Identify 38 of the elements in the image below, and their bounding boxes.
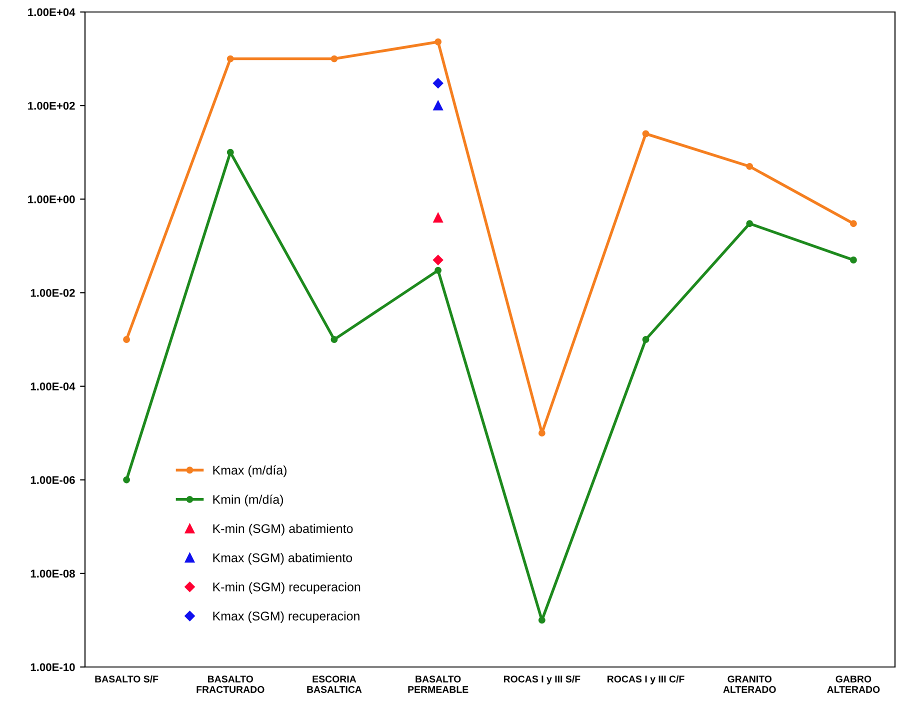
point [330, 336, 338, 343]
x-tick-label: GRANITO ALTERADO [723, 676, 776, 693]
legend-label: Kmax (SGM) abatimiento [213, 553, 352, 565]
point [642, 336, 650, 343]
x-tick-label: BASALTO FRACTURADO [196, 676, 264, 693]
legend-label: K-min (SGM) recuperacion [213, 582, 360, 594]
point [123, 476, 130, 484]
x-tick-label: ESCORIA BASALTICA [307, 676, 362, 693]
x-tick-label: GABRO ALTERADO [827, 676, 880, 693]
x-tick-label: ROCAS I y III S/F [504, 675, 580, 684]
legend-label: Kmax (SGM) recuperacion [213, 611, 360, 623]
point [850, 220, 857, 228]
y-tick-label: 1.00E-06 [30, 476, 75, 484]
y-tick-label: 1.00E+02 [28, 102, 75, 110]
point [850, 256, 857, 264]
legend-label: Kmin (m/día) [213, 494, 284, 506]
y-tick-label: 1.00E-10 [30, 663, 75, 672]
point [642, 130, 650, 138]
point [330, 55, 338, 62]
y-tick-label: 1.00E+04 [28, 8, 76, 16]
point [434, 38, 442, 46]
x-tick-label: ROCAS I y III C/F [608, 675, 684, 684]
x-tick-label: BASALTO S/F [95, 675, 158, 683]
legend-label: K-min (SGM) abatimiento [213, 524, 353, 536]
point [434, 266, 442, 274]
y-tick-label: 1.00E+00 [28, 195, 75, 204]
x-tick-label: BASALTO PERMEABLE [408, 676, 468, 693]
point [538, 430, 546, 437]
legend-label: Kmax (m/día) [213, 465, 286, 478]
point [226, 148, 234, 156]
point [746, 162, 754, 170]
point [746, 220, 754, 228]
y-tick-label: 1.00E-08 [30, 570, 75, 578]
y-tick-label: 1.00E-04 [30, 382, 76, 390]
point [538, 616, 546, 624]
y-tick-label: 1.00E-02 [30, 288, 75, 297]
point [123, 336, 130, 343]
point [226, 55, 234, 62]
